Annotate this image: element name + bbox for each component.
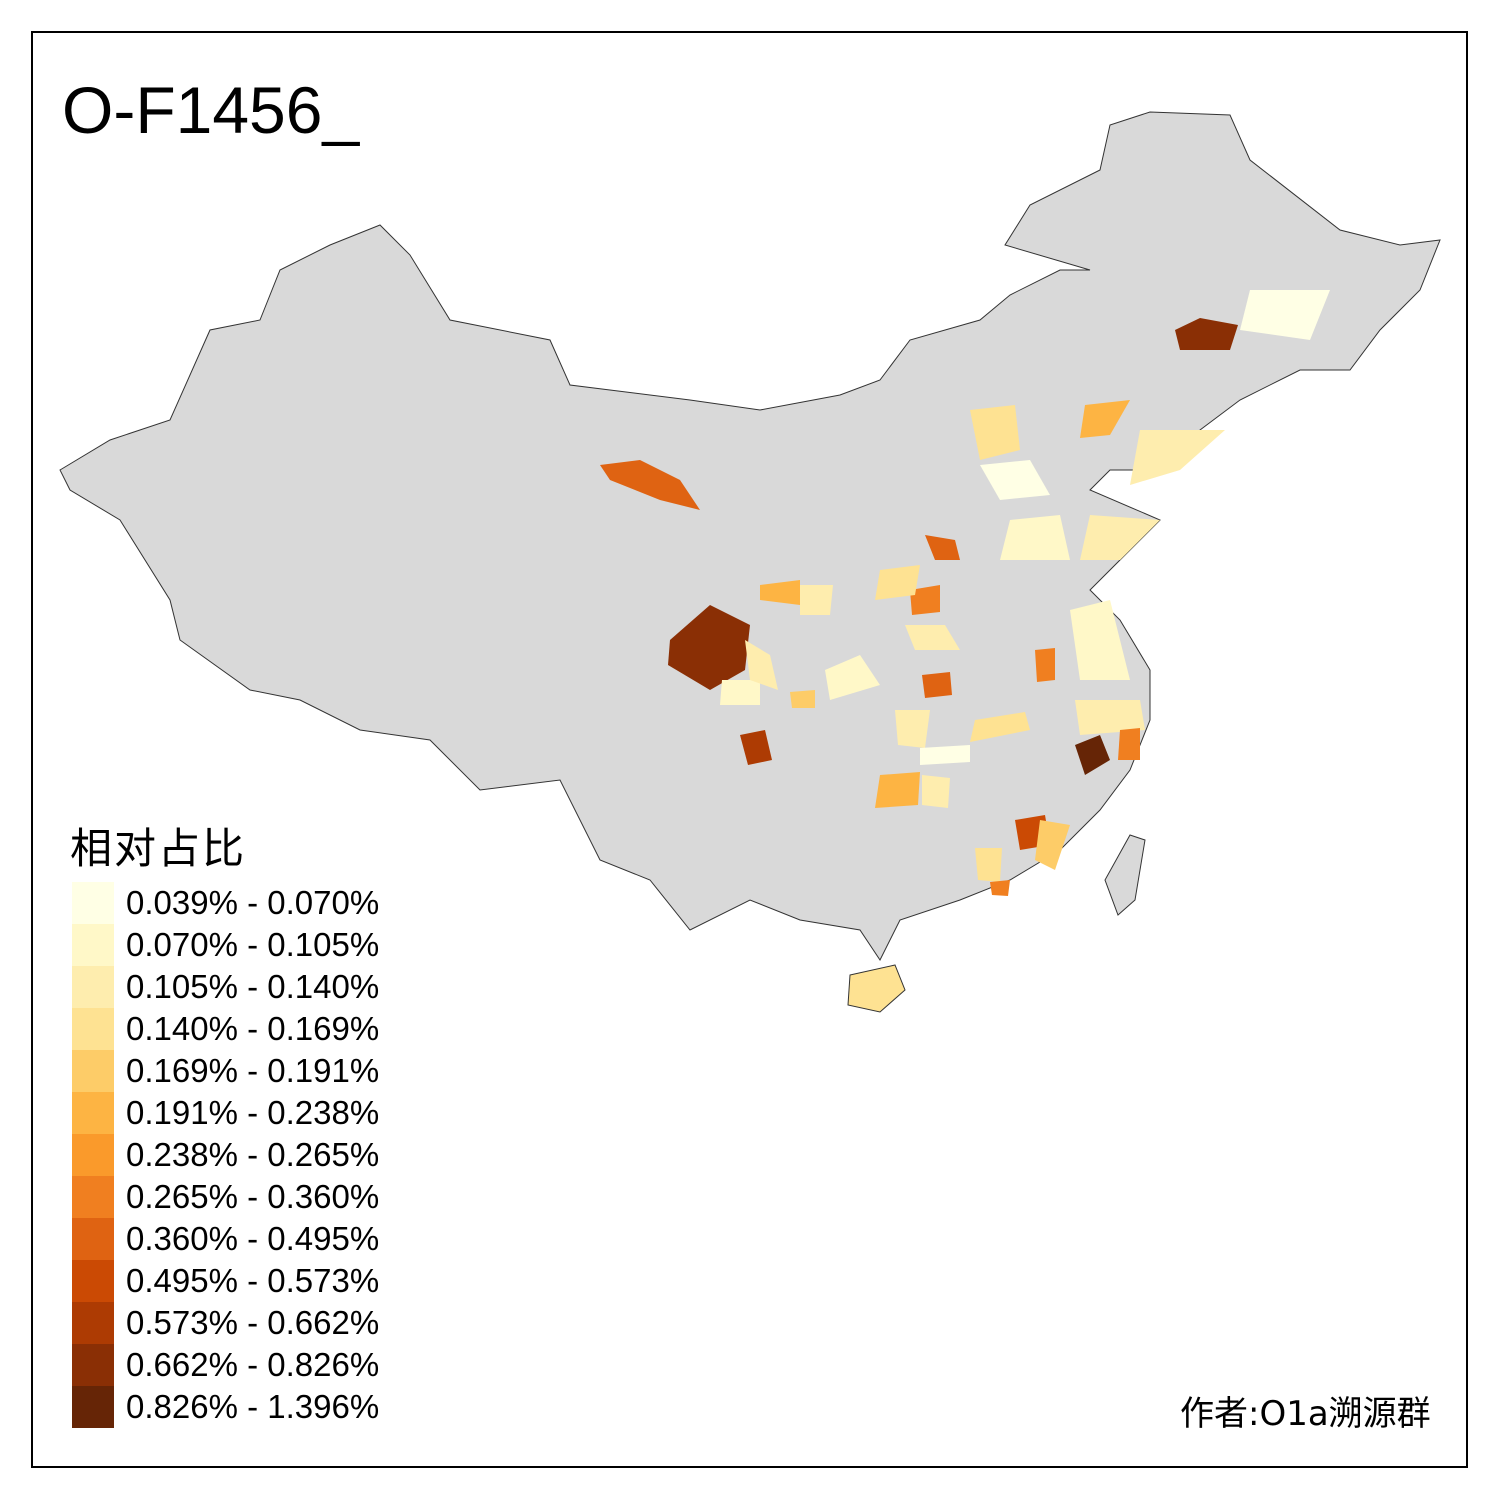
legend-swatch bbox=[72, 1260, 114, 1302]
legend-label: 0.169% - 0.191% bbox=[126, 1052, 380, 1089]
legend-label: 0.826% - 1.396% bbox=[126, 1388, 380, 1425]
map-title: O-F1456_ bbox=[62, 73, 360, 147]
china-landmass bbox=[59, 111, 1441, 961]
legend-item: 0.191% - 0.238% bbox=[72, 1092, 379, 1134]
legend-label: 0.238% - 0.265% bbox=[126, 1136, 380, 1173]
legend-item: 0.826% - 1.396% bbox=[72, 1386, 379, 1428]
legend-label: 0.140% - 0.169% bbox=[126, 1010, 380, 1047]
legend-swatch bbox=[72, 1176, 114, 1218]
legend-swatch bbox=[72, 1092, 114, 1134]
legend-swatch bbox=[72, 1134, 114, 1176]
legend-item: 0.039% - 0.070% bbox=[72, 882, 379, 924]
legend-swatch bbox=[72, 924, 114, 966]
map-frame bbox=[31, 31, 1468, 1468]
legend-label: 0.105% - 0.140% bbox=[126, 968, 380, 1005]
legend-item: 0.495% - 0.573% bbox=[72, 1260, 379, 1302]
legend-label: 0.191% - 0.238% bbox=[126, 1094, 380, 1131]
legend-swatch bbox=[72, 1218, 114, 1260]
legend-title: 相对占比 bbox=[70, 824, 247, 873]
legend-item: 0.573% - 0.662% bbox=[72, 1302, 379, 1344]
legend: 0.039% - 0.070% 0.070% - 0.105% 0.105% - 0… bbox=[72, 882, 379, 1428]
legend-item: 0.070% - 0.105% bbox=[72, 924, 379, 966]
legend-swatch bbox=[72, 1050, 114, 1092]
legend-swatch bbox=[72, 966, 114, 1008]
legend-item: 0.662% - 0.826% bbox=[72, 1344, 379, 1386]
legend-label: 0.039% - 0.070% bbox=[126, 884, 380, 921]
hainan-island bbox=[847, 964, 906, 1013]
legend-label: 0.495% - 0.573% bbox=[126, 1262, 380, 1299]
legend-label: 0.265% - 0.360% bbox=[126, 1178, 380, 1215]
legend-item: 0.105% - 0.140% bbox=[72, 966, 379, 1008]
legend-item: 0.360% - 0.495% bbox=[72, 1218, 379, 1260]
legend-label: 0.360% - 0.495% bbox=[126, 1220, 380, 1257]
author-credit: 作者:O1a溯源群 bbox=[1180, 1394, 1431, 1434]
taiwan-island bbox=[1104, 834, 1146, 916]
legend-swatch bbox=[72, 1008, 114, 1050]
legend-swatch bbox=[72, 882, 114, 924]
legend-label: 0.070% - 0.105% bbox=[126, 926, 380, 963]
legend-item: 0.265% - 0.360% bbox=[72, 1176, 379, 1218]
legend-item: 0.169% - 0.191% bbox=[72, 1050, 379, 1092]
legend-label: 0.662% - 0.826% bbox=[126, 1346, 380, 1383]
region-fills bbox=[600, 290, 1330, 896]
legend-swatch bbox=[72, 1302, 114, 1344]
legend-item: 0.238% - 0.265% bbox=[72, 1134, 379, 1176]
legend-swatch bbox=[72, 1344, 114, 1386]
legend-label: 0.573% - 0.662% bbox=[126, 1304, 380, 1341]
legend-item: 0.140% - 0.169% bbox=[72, 1008, 379, 1050]
legend-swatch bbox=[72, 1386, 114, 1428]
